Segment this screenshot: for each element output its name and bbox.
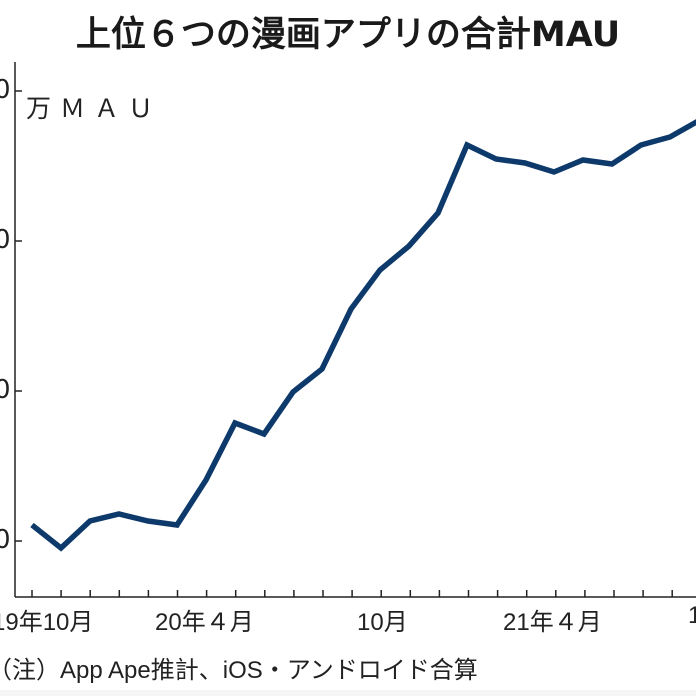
- mau-line: [30, 119, 696, 552]
- chart-title: 上位６つの漫画アプリの合計MAU: [75, 15, 621, 55]
- x-tick-label: 1: [688, 602, 696, 629]
- x-tick-label: 21年４月: [503, 609, 602, 636]
- bottom-band: [0, 690, 696, 696]
- x-tick-label: 10月: [357, 609, 408, 636]
- y-axis: [14, 62, 22, 597]
- y-tick-label: 0: [0, 525, 11, 555]
- y-tick-label: 0: [0, 225, 11, 255]
- x-axis: [15, 590, 696, 598]
- x-tick-label: 20年４月: [155, 609, 254, 636]
- x-tick-label: 19年10月: [0, 609, 94, 636]
- y-tick-label: 0: [0, 375, 11, 405]
- unit-label: 万ＭＡＵ: [26, 94, 163, 123]
- y-tick-label: 0: [0, 75, 11, 105]
- source-note: （注）App Ape推計、iOS・アンドロイド合算: [0, 657, 478, 684]
